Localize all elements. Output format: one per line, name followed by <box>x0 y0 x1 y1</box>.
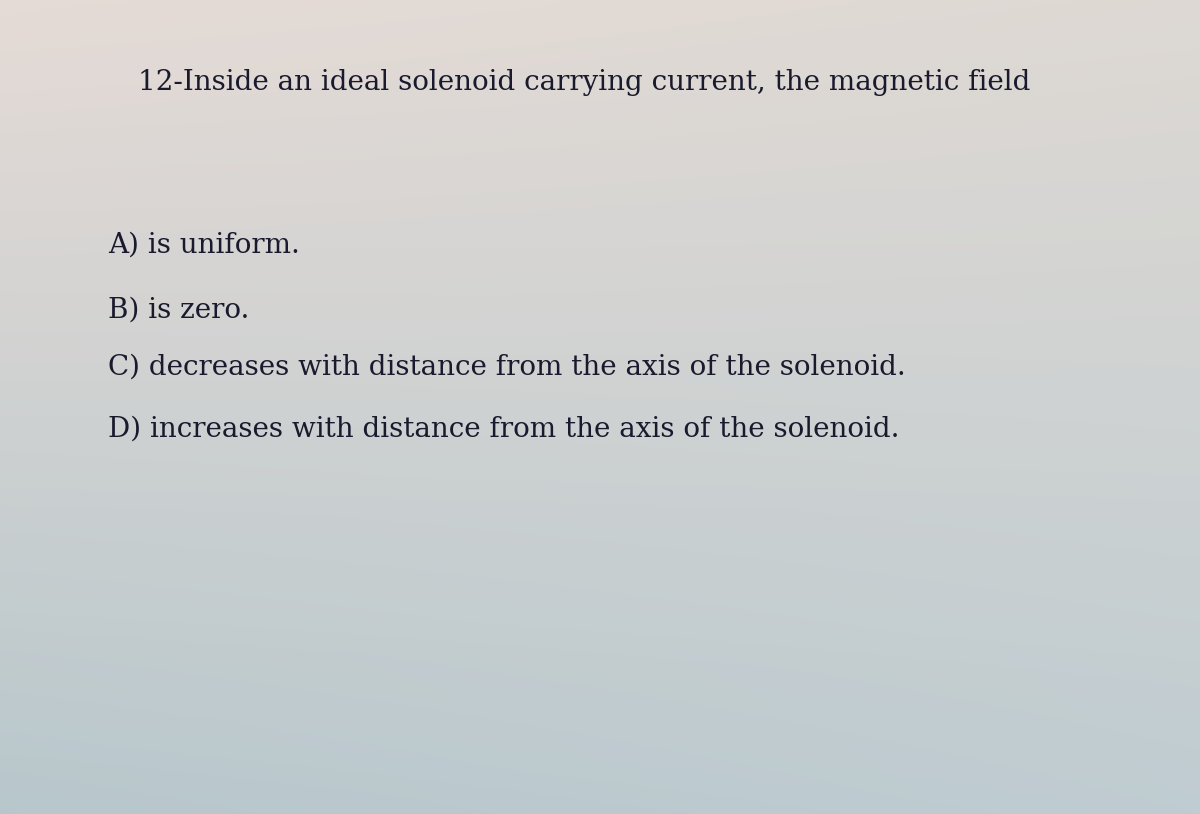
Text: A) is uniform.: A) is uniform. <box>108 232 300 259</box>
Text: B) is zero.: B) is zero. <box>108 297 250 324</box>
Text: D) increases with distance from the axis of the solenoid.: D) increases with distance from the axis… <box>108 415 900 442</box>
Text: 12-Inside an ideal solenoid carrying current, the magnetic field: 12-Inside an ideal solenoid carrying cur… <box>138 69 1031 96</box>
Text: C) decreases with distance from the axis of the solenoid.: C) decreases with distance from the axis… <box>108 354 906 381</box>
